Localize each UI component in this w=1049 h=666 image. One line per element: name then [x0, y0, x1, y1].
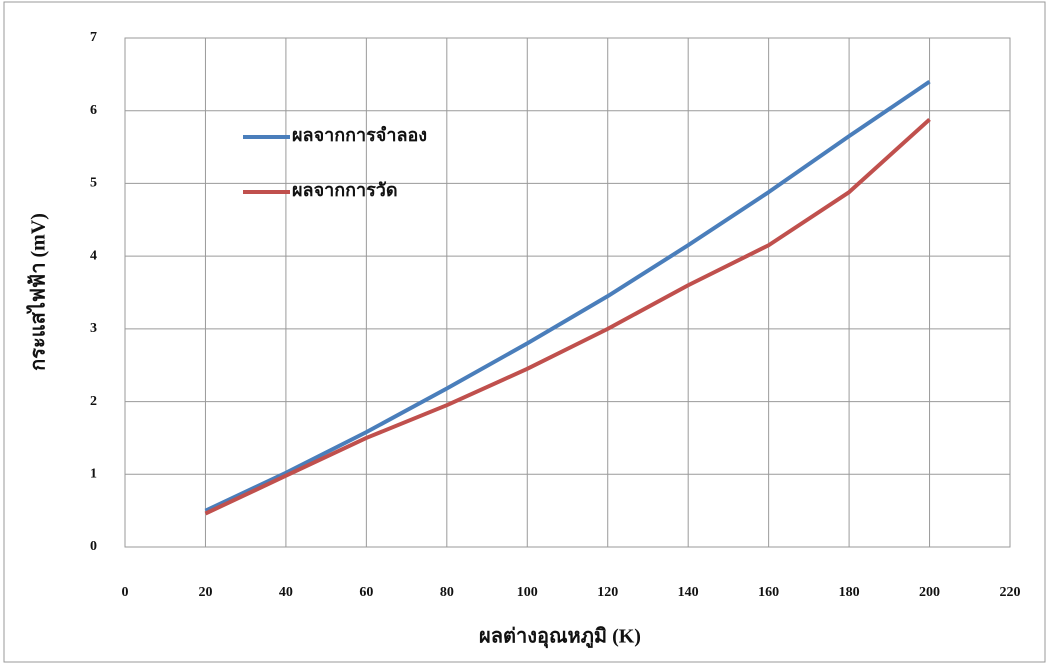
y-tick-label: 0 [90, 539, 97, 554]
legend-label: ผลจากการวัด [292, 180, 398, 200]
x-tick-label: 140 [678, 585, 699, 600]
x-tick-label: 200 [919, 585, 940, 600]
y-axis-label: กระแสไฟฟ้า (mV) [26, 213, 50, 371]
x-tick-label: 60 [359, 585, 373, 600]
x-tick-label: 0 [122, 585, 129, 600]
y-tick-label: 2 [90, 394, 97, 409]
chart-border [3, 1, 1046, 663]
y-tick-label: 4 [90, 248, 97, 263]
y-tick-label: 6 [90, 103, 97, 118]
x-tick-label: 180 [839, 585, 860, 600]
x-axis-label: ผลต่างอุณหภูมิ (K) [479, 626, 641, 650]
y-tick-label: 1 [90, 467, 97, 482]
x-tick-label: 160 [758, 585, 779, 600]
x-tick-label: 40 [279, 585, 293, 600]
y-tick-label: 3 [90, 321, 97, 336]
x-tick-label: 100 [517, 585, 538, 600]
data-line [204, 117, 931, 516]
x-tick-label: 120 [597, 585, 618, 600]
x-tick-label: 220 [1000, 585, 1021, 600]
data-line [204, 79, 931, 513]
x-tick-label: 20 [198, 585, 212, 600]
legend-label: ผลจากการจำลอง [292, 125, 427, 145]
y-tick-label: 7 [90, 30, 97, 45]
y-tick-label: 5 [90, 176, 97, 191]
x-tick-label: 80 [440, 585, 454, 600]
